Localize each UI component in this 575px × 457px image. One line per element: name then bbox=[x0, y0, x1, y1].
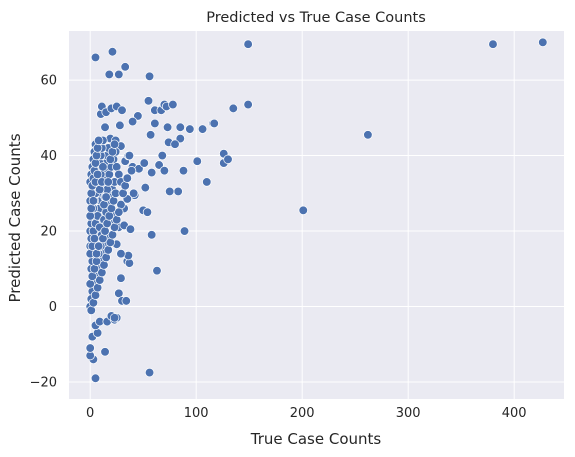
data-point bbox=[90, 373, 101, 383]
data-point bbox=[157, 150, 167, 161]
data-point bbox=[103, 177, 113, 187]
plot-area bbox=[69, 31, 564, 399]
data-point bbox=[173, 186, 183, 197]
data-point bbox=[223, 154, 233, 164]
data-point bbox=[179, 226, 190, 236]
data-point bbox=[159, 166, 170, 176]
data-point bbox=[150, 118, 160, 129]
data-point bbox=[129, 188, 139, 198]
data-point bbox=[197, 124, 208, 134]
data-point bbox=[147, 230, 157, 240]
data-point bbox=[109, 313, 120, 323]
data-point bbox=[116, 273, 126, 283]
data-point bbox=[117, 105, 127, 115]
data-point bbox=[114, 207, 124, 217]
data-point bbox=[85, 211, 95, 221]
data-point bbox=[125, 224, 136, 234]
data-point bbox=[168, 99, 178, 110]
data-points bbox=[85, 37, 548, 383]
chart-title: Predicted vs True Case Counts bbox=[206, 10, 426, 26]
x-tick-label: 400 bbox=[502, 406, 527, 421]
data-point bbox=[144, 71, 155, 81]
data-point bbox=[92, 169, 103, 180]
data-point bbox=[145, 130, 156, 140]
data-point bbox=[90, 52, 101, 63]
x-tick-label: 300 bbox=[396, 406, 421, 421]
data-point bbox=[192, 156, 202, 166]
x-tick-label: 100 bbox=[184, 406, 209, 421]
data-point bbox=[178, 166, 189, 176]
data-point bbox=[114, 69, 124, 80]
data-point bbox=[101, 192, 111, 202]
x-tick-labels: 0 100 200 300 400 bbox=[86, 406, 527, 421]
x-tick-label: 200 bbox=[290, 406, 315, 421]
data-point bbox=[100, 347, 110, 357]
y-tick-label: 0 bbox=[49, 300, 57, 315]
data-point bbox=[100, 122, 110, 132]
data-point bbox=[228, 103, 238, 114]
y-tick-labels: −20 0 20 40 60 bbox=[30, 74, 57, 391]
data-point bbox=[185, 124, 195, 134]
data-point bbox=[98, 162, 108, 172]
data-point bbox=[170, 139, 180, 149]
data-point bbox=[488, 39, 498, 49]
data-point bbox=[127, 116, 138, 127]
data-point bbox=[152, 266, 162, 276]
data-point bbox=[140, 182, 150, 193]
data-point bbox=[147, 167, 157, 178]
data-point bbox=[126, 166, 137, 176]
data-point bbox=[202, 177, 212, 187]
data-point bbox=[89, 233, 100, 244]
data-point bbox=[175, 122, 185, 132]
data-point bbox=[143, 96, 154, 106]
data-point bbox=[142, 207, 153, 217]
data-point bbox=[94, 241, 104, 251]
data-point bbox=[144, 367, 155, 378]
y-tick-label: 60 bbox=[40, 74, 57, 89]
data-point bbox=[133, 111, 143, 121]
y-axis-label: Predicted Case Counts bbox=[6, 133, 24, 302]
data-point bbox=[121, 296, 131, 306]
data-point bbox=[538, 37, 548, 47]
data-point bbox=[139, 158, 149, 168]
x-axis-label: True Case Counts bbox=[250, 430, 382, 448]
data-point bbox=[154, 160, 164, 170]
data-point bbox=[109, 139, 120, 149]
data-point bbox=[120, 62, 130, 72]
y-tick-label: −20 bbox=[30, 376, 57, 391]
data-point bbox=[92, 143, 103, 153]
data-point bbox=[363, 130, 373, 140]
data-point bbox=[116, 249, 126, 259]
data-point bbox=[243, 99, 253, 110]
data-point bbox=[175, 133, 185, 144]
data-point bbox=[85, 343, 95, 353]
data-point bbox=[88, 196, 99, 206]
data-point bbox=[122, 173, 132, 183]
data-point bbox=[107, 47, 118, 57]
data-point bbox=[298, 205, 308, 215]
data-point bbox=[124, 150, 135, 161]
data-point bbox=[94, 135, 104, 146]
data-point bbox=[104, 69, 114, 80]
data-point bbox=[91, 150, 102, 161]
data-point bbox=[115, 120, 125, 131]
data-point bbox=[124, 258, 135, 268]
y-tick-label: 20 bbox=[40, 225, 57, 240]
data-point bbox=[165, 186, 175, 197]
y-tick-label: 40 bbox=[40, 149, 57, 164]
data-point bbox=[243, 39, 253, 49]
x-tick-label: 0 bbox=[86, 406, 94, 421]
data-point bbox=[209, 118, 219, 129]
data-point bbox=[162, 122, 173, 132]
